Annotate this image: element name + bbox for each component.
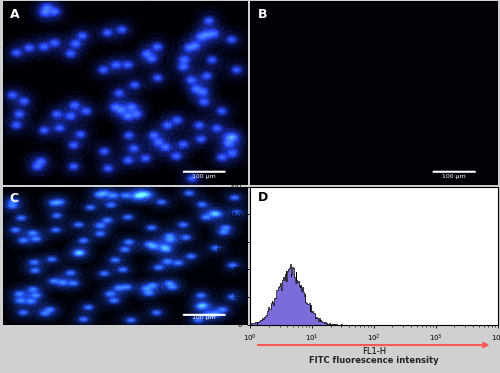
Text: B: B bbox=[258, 8, 267, 21]
Text: FITC fluorescence intensity: FITC fluorescence intensity bbox=[309, 356, 438, 365]
Text: 100 μm: 100 μm bbox=[192, 174, 216, 179]
Text: 100 μm: 100 μm bbox=[442, 174, 466, 179]
Y-axis label: Counts: Counts bbox=[216, 241, 226, 270]
X-axis label: FL1-H: FL1-H bbox=[362, 347, 386, 356]
Text: C: C bbox=[10, 192, 19, 205]
Text: A: A bbox=[10, 8, 20, 21]
Text: 100 μm: 100 μm bbox=[192, 315, 216, 320]
Text: D: D bbox=[258, 191, 268, 204]
